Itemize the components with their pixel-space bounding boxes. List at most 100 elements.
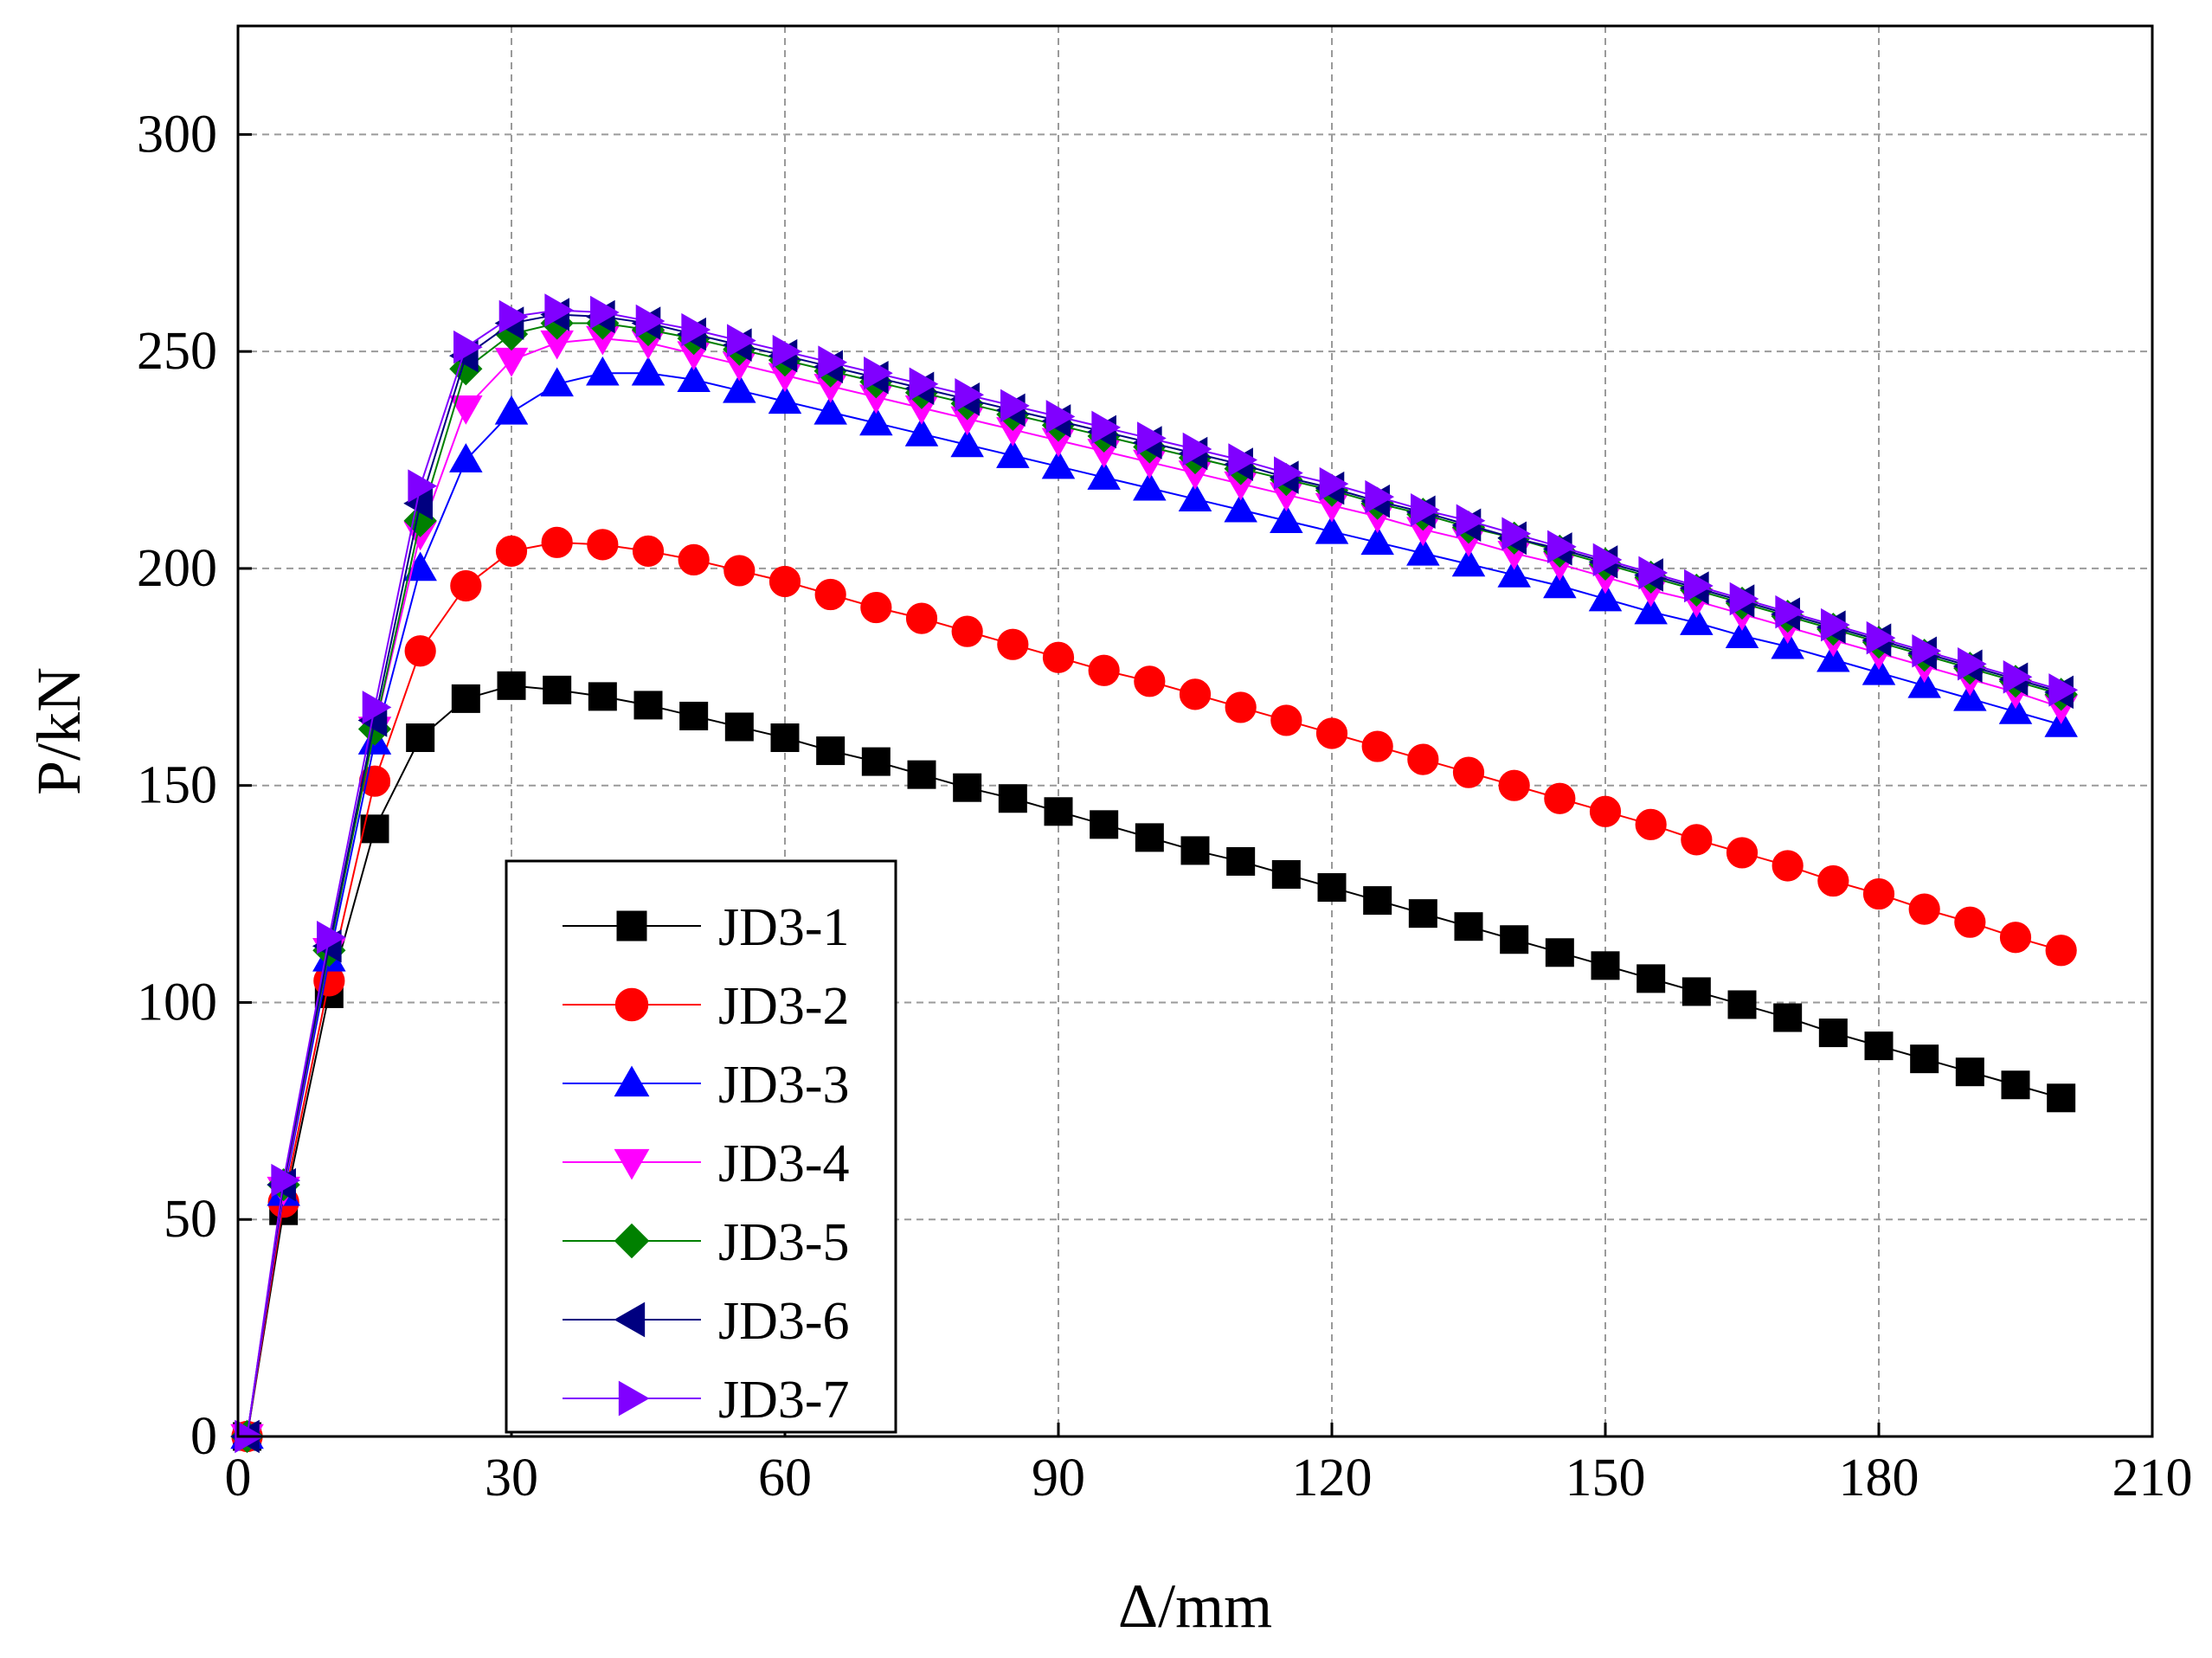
x-tick-label: 180 (1839, 1449, 1919, 1507)
data-point (1042, 641, 1075, 673)
legend-label: JD3-6 (718, 1292, 850, 1351)
data-point (453, 330, 483, 364)
data-point (768, 565, 801, 598)
data-point (1360, 525, 1394, 556)
data-point (1592, 543, 1623, 577)
data-point (679, 701, 709, 730)
data-point (1452, 756, 1485, 788)
data-point (1451, 547, 1486, 577)
data-point (816, 736, 846, 766)
y-tick-label: 0 (190, 1407, 217, 1466)
series-jd3-2 (231, 526, 2077, 1453)
data-point (633, 691, 663, 720)
data-point (864, 356, 893, 390)
data-point (1411, 492, 1440, 527)
legend-label: JD3-5 (718, 1213, 850, 1272)
data-point (360, 814, 389, 844)
legend-item: JD3-2 (563, 977, 850, 1036)
data-point (451, 684, 480, 713)
data-point (2045, 935, 2077, 967)
data-point (1319, 466, 1349, 501)
legend-marker (614, 1223, 650, 1259)
data-point (2001, 1070, 2030, 1100)
legend-box (505, 859, 897, 1434)
x-axis-title: Δ/mm (1118, 1571, 1272, 1641)
data-point (1591, 951, 1620, 980)
data-point (631, 356, 666, 386)
data-point (449, 395, 483, 425)
data-point (1635, 808, 1667, 840)
data-point (1866, 620, 1896, 655)
data-point (1224, 492, 1257, 523)
data-point (996, 439, 1030, 468)
data-point (1000, 389, 1030, 423)
y-tick-label: 50 (164, 1190, 217, 1249)
data-point (1954, 906, 1986, 938)
legend-marker (614, 987, 649, 1022)
legend-label: JD3-3 (718, 1056, 850, 1115)
data-point (1544, 782, 1576, 814)
data-point (1501, 517, 1532, 551)
legend-marker (618, 1380, 650, 1417)
data-point (1500, 925, 1529, 954)
legend-label: JD3-7 (718, 1371, 850, 1430)
data-point (1681, 824, 1713, 856)
data-point (635, 304, 666, 338)
data-point (1180, 836, 1210, 865)
x-tick-label: 30 (485, 1449, 538, 1507)
data-point (905, 602, 938, 634)
data-point (1725, 619, 1759, 648)
series-jd3-7 (235, 293, 2079, 1454)
data-point (724, 712, 754, 742)
data-point (1315, 717, 1348, 749)
y-axis-title: P/kN (24, 667, 93, 795)
data-point (1775, 594, 1805, 629)
data-point (1315, 514, 1349, 544)
data-point (1638, 556, 1669, 590)
x-tick-label: 90 (1032, 1449, 1085, 1507)
y-tick-label: 300 (137, 105, 217, 164)
data-point (362, 691, 392, 724)
legend-marker (616, 910, 647, 941)
legend: JD3-1 JD3-2 JD3-3 JD3-4 JD3-5 JD3-6 JD3-7 (505, 859, 897, 1434)
data-point (818, 345, 848, 379)
data-point (1135, 823, 1164, 852)
data-point (907, 760, 936, 789)
data-point (1955, 1057, 1984, 1087)
data-point (1226, 846, 1256, 876)
data-point (951, 615, 983, 647)
x-tick-label: 0 (225, 1449, 252, 1507)
data-point (814, 578, 846, 611)
data-point (1090, 810, 1119, 839)
data-point (861, 747, 891, 776)
data-point (1908, 893, 1940, 925)
data-point (1087, 460, 1121, 490)
data-point (1225, 691, 1257, 723)
data-point (497, 671, 526, 700)
data-point (588, 682, 617, 711)
data-point (544, 293, 575, 327)
data-point (540, 367, 574, 397)
x-tick-label: 210 (2112, 1449, 2193, 1507)
data-point (1407, 743, 1439, 775)
data-point (1998, 695, 2033, 724)
data-point (449, 443, 483, 472)
data-point (494, 395, 529, 425)
series-jd3-3 (230, 356, 2078, 1449)
data-point (408, 469, 438, 503)
data-point (2047, 1083, 2076, 1113)
data-point (1317, 873, 1347, 903)
data-point (681, 312, 711, 347)
legend-item: JD3-7 (563, 1371, 850, 1430)
y-tick-label: 150 (137, 756, 217, 815)
data-point (997, 628, 1029, 660)
data-point (677, 363, 711, 393)
data-point (1270, 504, 1303, 534)
data-point (317, 920, 346, 954)
data-point (860, 591, 892, 624)
data-point (1454, 912, 1483, 941)
data-point (1456, 504, 1486, 538)
legend-item: JD3-3 (563, 1056, 850, 1115)
data-point (1274, 456, 1303, 490)
